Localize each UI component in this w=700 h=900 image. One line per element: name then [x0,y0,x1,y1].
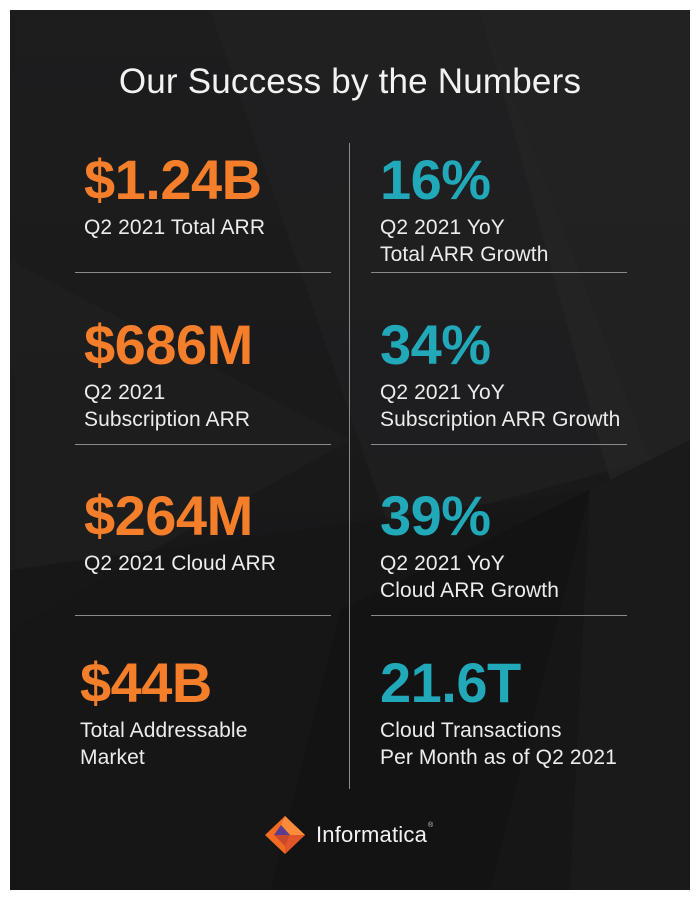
stat-total-arr: $1.24B Q2 2021 Total ARR [84,152,364,241]
stat-value: $264M [84,488,364,544]
row-divider [371,444,627,445]
stat-label: Q2 2021 YoY Subscription ARR Growth [380,379,660,433]
stat-total-arr-growth: 16% Q2 2021 YoY Total ARR Growth [380,152,660,268]
stat-value: $1.24B [84,152,364,208]
informatica-logo-icon [264,815,306,855]
row-divider [75,444,331,445]
stat-value: $44B [80,655,360,711]
stat-cloud-arr: $264M Q2 2021 Cloud ARR [84,488,364,577]
stat-value: $686M [84,317,364,373]
stat-label: Q2 2021 Total ARR [84,214,364,241]
stat-label: Cloud Transactions Per Month as of Q2 20… [380,717,660,771]
row-divider [75,615,331,616]
stat-value: 21.6T [380,655,660,711]
stat-subscription-arr-growth: 34% Q2 2021 YoY Subscription ARR Growth [380,317,660,433]
informatica-logo: Informatica® [264,815,433,855]
logo-wordmark: Informatica® [316,822,433,848]
stat-value: 39% [380,488,660,544]
stat-cloud-arr-growth: 39% Q2 2021 YoY Cloud ARR Growth [380,488,660,604]
stat-value: 34% [380,317,660,373]
stat-subscription-arr: $686M Q2 2021 Subscription ARR [84,317,364,433]
page-title: Our Success by the Numbers [10,62,690,102]
stat-value: 16% [380,152,660,208]
stat-cloud-transactions: 21.6T Cloud Transactions Per Month as of… [380,655,660,771]
row-divider [371,272,627,273]
infographic-poster: Our Success by the Numbers $1.24B Q2 202… [10,10,690,890]
column-divider [349,143,350,789]
row-divider [371,615,627,616]
stat-label: Q2 2021 YoY Cloud ARR Growth [380,550,660,604]
stat-total-addressable-market: $44B Total Addressable Market [80,655,360,771]
stat-label: Q2 2021 YoY Total ARR Growth [380,214,660,268]
row-divider [75,272,331,273]
stat-label: Total Addressable Market [80,717,360,771]
stat-label: Q2 2021 Cloud ARR [84,550,364,577]
stat-label: Q2 2021 Subscription ARR [84,379,364,433]
